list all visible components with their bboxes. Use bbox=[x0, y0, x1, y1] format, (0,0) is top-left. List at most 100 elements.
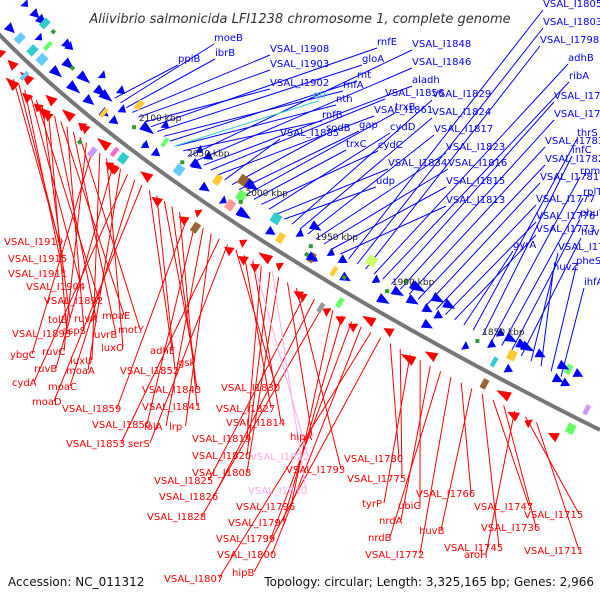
reverse-label-connector bbox=[30, 94, 82, 287]
gene-label-vsal-i1772: VSAL_I1772 bbox=[365, 550, 424, 561]
gene-label-cyda: cydA bbox=[12, 378, 37, 389]
reverse-label-connector bbox=[271, 326, 362, 555]
gene-label-vsal-i1919: VSAL_I1919 bbox=[4, 237, 63, 248]
gene-label-vsal-i1826: VSAL_I1826 bbox=[159, 492, 218, 503]
reverse-label-connector bbox=[120, 238, 220, 444]
forward-label-connector bbox=[511, 218, 581, 351]
gene-label-trxb: trxB bbox=[395, 102, 416, 113]
reverse-gene-arrow bbox=[112, 167, 121, 176]
forward-gene-arrow bbox=[172, 163, 186, 177]
reverse-label-connector bbox=[287, 282, 313, 437]
reverse-label-connector bbox=[503, 405, 537, 528]
gene-label-huvb: huvB bbox=[419, 526, 445, 537]
reverse-label-connector bbox=[208, 293, 306, 481]
reverse-label-connector bbox=[63, 142, 87, 352]
reverse-label-connector bbox=[290, 310, 334, 507]
forward-label-connector bbox=[224, 138, 281, 181]
forward-gene-arrow bbox=[376, 293, 390, 304]
gene-label-moeb: moeB bbox=[214, 33, 243, 44]
reverse-label-connector bbox=[536, 422, 580, 551]
forward-gene-arrow bbox=[38, 17, 51, 30]
reverse-label-connector bbox=[53, 184, 143, 402]
reverse-gene-arrow bbox=[19, 70, 30, 81]
forward-gene-arrow bbox=[269, 211, 283, 226]
forward-gene-arrow bbox=[489, 356, 499, 368]
forward-label-connector bbox=[356, 27, 544, 265]
gene-label-ruvc: ruvC bbox=[42, 347, 65, 358]
forward-label-connector bbox=[472, 138, 578, 331]
reverse-gene-arrow bbox=[237, 255, 249, 266]
forward-gene-arrow bbox=[560, 377, 571, 387]
rna-label-qrr: qrr bbox=[313, 90, 328, 101]
reverse-gene-arrow bbox=[33, 103, 44, 113]
gene-label-cydd: cydD bbox=[390, 122, 416, 133]
gene-label-vsal-i1798: VSAL_I1798 bbox=[540, 35, 599, 46]
gene-label-rnfa: rnfA bbox=[343, 80, 364, 91]
reverse-label-connector bbox=[270, 321, 353, 539]
reverse-label-connector bbox=[243, 255, 272, 409]
gene-label-vsal-i1784: VSAL_I1784 bbox=[554, 109, 600, 120]
forward-gene-arrow bbox=[582, 404, 592, 416]
gene-label-aladh: aladh bbox=[412, 75, 440, 86]
reverse-gene-arrow bbox=[224, 246, 235, 257]
gene-label-vsal-i1782: VSAL_I1782 bbox=[545, 154, 600, 165]
reverse-gene-arrow bbox=[178, 216, 190, 226]
reverse-gene-arrow bbox=[347, 323, 359, 333]
reverse-gene-arrow bbox=[258, 252, 274, 265]
forward-label-connector bbox=[315, 152, 447, 240]
forward-label-connector bbox=[417, 164, 546, 300]
forward-label-connector bbox=[540, 272, 554, 367]
forward-gene-arrow bbox=[234, 189, 248, 203]
forward-gene-arrow bbox=[48, 64, 63, 78]
gene-label-vsal-i1793: VSAL_I1793 bbox=[286, 465, 345, 476]
gene-label-vsal-i1815: VSAL_I1815 bbox=[446, 176, 505, 187]
tick-mark bbox=[385, 289, 390, 294]
forward-gene-arrow bbox=[421, 303, 433, 313]
gene-label-vsal-i1777: VSAL_I1777 bbox=[536, 194, 595, 205]
forward-label-connector bbox=[203, 85, 413, 166]
forward-gene-arrow bbox=[420, 318, 433, 329]
forward-label-connector bbox=[189, 49, 413, 157]
reverse-label-connector bbox=[33, 174, 129, 383]
forward-label-connector bbox=[520, 237, 582, 357]
tick-label: 2100 kbp bbox=[139, 114, 182, 124]
gene-label-luxu: luxU bbox=[70, 356, 92, 367]
gene-label-vsal-i1846: VSAL_I1846 bbox=[412, 57, 471, 68]
forward-gene-arrow bbox=[534, 348, 546, 358]
gene-label-adhe: adhE bbox=[150, 346, 175, 357]
forward-gene-arrow bbox=[236, 207, 251, 220]
forward-label-connector bbox=[530, 252, 559, 362]
forward-gene-arrow bbox=[108, 115, 119, 125]
reverse-gene-arrow bbox=[564, 422, 577, 436]
reverse-gene-arrow bbox=[250, 263, 261, 273]
forward-gene-arrow bbox=[503, 363, 513, 373]
gene-label-vsal-i1841: VSAL_I1841 bbox=[142, 402, 201, 413]
gene-label-ppib: ppiB bbox=[178, 54, 200, 65]
kbp-ticks: 2100 kbp 2050 kbp 2000 kbp 1950 kbp 1900 kbp… bbox=[132, 114, 525, 343]
gene-label-asps: aspS bbox=[62, 326, 86, 337]
gene-label-vsal-i1902: VSAL_I1902 bbox=[270, 78, 329, 89]
reverse-gene-arrow bbox=[239, 239, 248, 248]
gene-label-moty: motY bbox=[118, 325, 145, 336]
forward-gene-arrow bbox=[29, 8, 40, 19]
reverse-gene-arrow bbox=[37, 106, 51, 120]
gene-label-aroh: aroH bbox=[464, 550, 488, 561]
gene-label-vsal-i1808: VSAL_I1808 bbox=[192, 468, 251, 479]
tick-mark bbox=[308, 244, 313, 249]
reverse-label-connector bbox=[253, 337, 382, 573]
reverse-label-connector bbox=[24, 89, 64, 274]
forward-label-connector bbox=[253, 149, 347, 200]
accession-text: Accession: NC_011312 bbox=[8, 575, 144, 589]
reverse-label-connector bbox=[246, 277, 280, 473]
forward-label-connector bbox=[348, 9, 544, 260]
reverse-label-connector bbox=[146, 222, 196, 425]
reverse-gene-arrow bbox=[7, 59, 19, 71]
tick-label: 1950 kbp bbox=[316, 233, 359, 243]
forward-gene-arrow bbox=[572, 367, 584, 377]
gene-label-vsal-i1800: VSAL_I1800 bbox=[217, 550, 276, 561]
forward-label-connector bbox=[340, 205, 447, 255]
reverse-label-connector bbox=[35, 100, 100, 301]
forward-gene-arrow bbox=[61, 38, 72, 49]
gene-label-moac: moaC bbox=[48, 382, 77, 393]
map-title: Aliivibrio salmonicida LFI1238 chromosom… bbox=[88, 12, 510, 27]
